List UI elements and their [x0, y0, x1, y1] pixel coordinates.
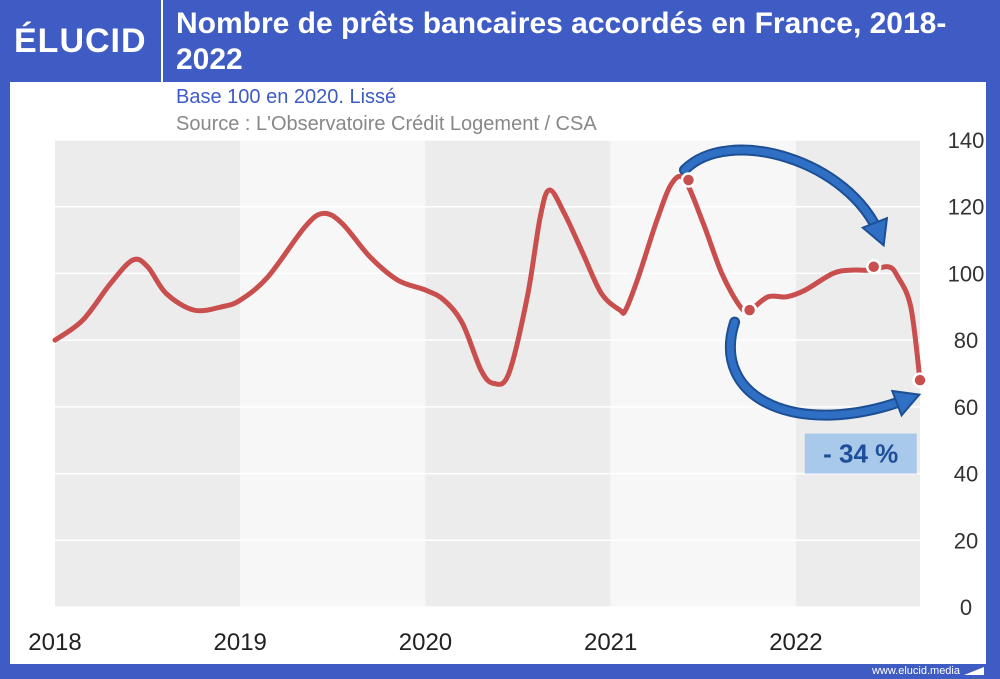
peak-decline-arrow — [678, 144, 889, 248]
y-tick-label: 20 — [954, 528, 978, 553]
highlight-point — [865, 259, 882, 275]
x-tick-label: 2021 — [584, 629, 637, 656]
year-band — [55, 140, 241, 607]
elucid-logo: ÉLUCID — [14, 22, 147, 60]
header-divider — [161, 0, 163, 82]
y-tick-label: 120 — [948, 195, 985, 220]
year-band — [795, 140, 920, 607]
x-tick-label: 2022 — [769, 629, 822, 656]
final-decline-arrow — [724, 316, 922, 421]
y-tick-label: 100 — [948, 261, 985, 286]
annotation-label: - 34 % — [823, 439, 898, 469]
y-tick-label: 0 — [960, 595, 972, 620]
y-tick-label: 140 — [948, 128, 985, 153]
highlight-point — [741, 302, 758, 318]
y-tick-label: 60 — [954, 395, 978, 420]
year-band — [240, 140, 426, 607]
y-tick-label: 80 — [954, 328, 978, 353]
series-line — [52, 173, 923, 387]
x-tick-label: 2020 — [399, 629, 452, 656]
x-tick-label: 2019 — [214, 629, 267, 656]
footer-url[interactable]: www.elucid.media — [871, 665, 960, 677]
chart-title: Nombre de prêts bancaires accordés en Fr… — [176, 7, 947, 76]
chart-subtitle: Base 100 en 2020. Lissé — [176, 86, 397, 108]
footer-logo-mark-icon — [964, 667, 984, 675]
header-bar: ÉLUCID Nombre de prêts bancaires accordé… — [0, 0, 1000, 82]
y-tick-label: 40 — [954, 462, 978, 487]
chart-source: Source : L'Observatoire Crédit Logement … — [176, 113, 597, 135]
highlight-point — [680, 172, 697, 188]
year-band — [610, 140, 796, 607]
highlight-point — [912, 372, 928, 388]
year-band — [425, 140, 611, 607]
x-tick-label: 2018 — [28, 629, 81, 656]
annotation-box — [804, 433, 917, 474]
